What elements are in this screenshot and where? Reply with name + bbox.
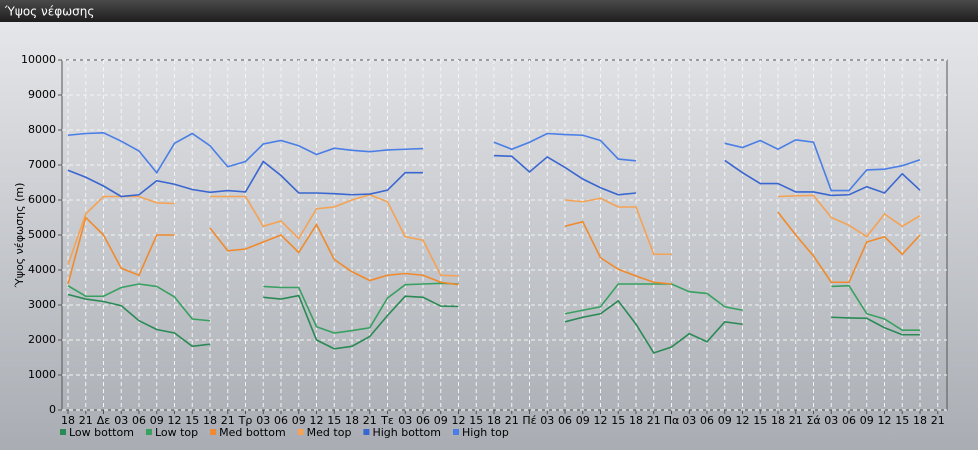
y-tick-label: 10000	[21, 53, 56, 66]
x-tick-label: 21	[505, 414, 519, 427]
x-tick-label: 06	[558, 414, 572, 427]
x-tick-label: 09	[860, 414, 874, 427]
x-tick-label: 03	[682, 414, 696, 427]
x-tick-label: 12	[452, 414, 466, 427]
x-tick-label: 15	[895, 414, 909, 427]
x-tick-label: 15	[469, 414, 483, 427]
x-tick-label: Τρ	[238, 414, 253, 427]
legend-label[interactable]: Low bottom	[69, 426, 134, 439]
x-tick-label: 12	[310, 414, 324, 427]
legend-label[interactable]: Med bottom	[219, 426, 286, 439]
x-tick-label: 06	[274, 414, 288, 427]
x-tick-label: 12	[168, 414, 182, 427]
x-tick-label: 18	[61, 414, 75, 427]
x-tick-label: 09	[150, 414, 164, 427]
x-tick-label: 15	[753, 414, 767, 427]
x-tick-label: 15	[611, 414, 625, 427]
series-line	[67, 293, 920, 354]
legend-label[interactable]: High bottom	[372, 426, 441, 439]
x-tick-label: 09	[292, 414, 306, 427]
x-tick-label: 12	[736, 414, 750, 427]
chart-title: Ύψος νέφωσης	[4, 5, 94, 19]
legend-label[interactable]: High top	[462, 426, 509, 439]
x-tick-label: 21	[79, 414, 93, 427]
legend-swatch[interactable]	[453, 429, 459, 435]
y-tick-label: 8000	[28, 123, 56, 136]
y-tick-label: 2000	[28, 333, 56, 346]
x-tick-label: 06	[700, 414, 714, 427]
x-tick-label: 15	[185, 414, 199, 427]
y-tick-label: 1000	[28, 368, 56, 381]
x-tick-label: Σά	[806, 414, 820, 427]
x-tick-label: Πέ	[522, 414, 536, 427]
y-axis-title: Ύψος νέφωσης (m)	[13, 183, 26, 289]
legend-swatch[interactable]	[363, 429, 370, 435]
x-tick-label: 03	[398, 414, 412, 427]
x-tick-label: 21	[363, 414, 377, 427]
legend-swatch[interactable]	[60, 429, 66, 435]
x-tick-label: 18	[487, 414, 501, 427]
series-line	[67, 154, 921, 198]
title-bar	[0, 0, 978, 22]
x-tick-label: Τε	[380, 414, 394, 427]
legend-swatch[interactable]	[297, 429, 304, 435]
x-tick-label: 09	[576, 414, 590, 427]
x-tick-label: 18	[913, 414, 927, 427]
legend-label[interactable]: Low top	[155, 426, 198, 439]
y-tick-label: 6000	[28, 193, 56, 206]
x-tick-label: 21	[647, 414, 661, 427]
x-tick-label: 06	[132, 414, 146, 427]
series-line	[67, 131, 921, 192]
x-tick-label: 18	[771, 414, 785, 427]
x-tick-label: 09	[434, 414, 448, 427]
x-tick-label: 03	[256, 414, 270, 427]
x-tick-label: Δε	[97, 414, 111, 427]
series-line	[67, 211, 921, 286]
x-tick-label: 03	[114, 414, 128, 427]
x-tick-label: 21	[221, 414, 235, 427]
x-tick-label: 09	[718, 414, 732, 427]
x-tick-label: 06	[416, 414, 430, 427]
x-tick-label: Πα	[664, 414, 680, 427]
x-tick-label: 21	[931, 414, 945, 427]
x-tick-label: 06	[842, 414, 856, 427]
x-tick-label: 18	[345, 414, 359, 427]
series-line	[67, 282, 920, 334]
y-tick-label: 9000	[28, 88, 56, 101]
legend-label[interactable]: Med top	[307, 426, 352, 439]
x-tick-label: 15	[327, 414, 341, 427]
y-tick-label: 3000	[28, 298, 56, 311]
legend-swatch[interactable]	[210, 429, 217, 435]
y-tick-label: 5000	[28, 228, 56, 241]
y-tick-label: 0	[49, 403, 56, 416]
x-tick-label: 21	[789, 414, 803, 427]
x-tick-label: 12	[594, 414, 608, 427]
y-tick-label: 4000	[28, 263, 56, 276]
x-tick-label: 18	[203, 414, 217, 427]
x-tick-label: 18	[629, 414, 643, 427]
legend-swatch[interactable]	[145, 429, 152, 435]
x-tick-label: 03	[824, 414, 838, 427]
x-tick-label: 12	[878, 414, 892, 427]
y-tick-label: 7000	[28, 158, 56, 171]
x-tick-label: 03	[540, 414, 554, 427]
